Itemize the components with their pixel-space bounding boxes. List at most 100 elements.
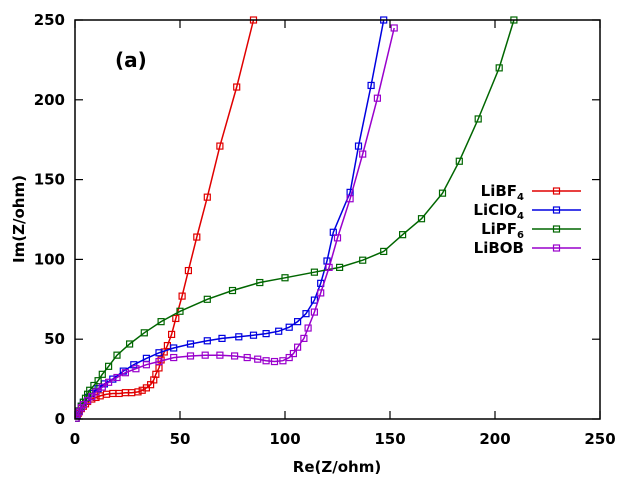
series-LiPF6: [75, 16, 518, 422]
data-point: [289, 349, 297, 358]
data-point: [373, 94, 381, 102]
legend-label: LiPF6: [481, 220, 524, 241]
data-point: [203, 193, 211, 201]
series-line: [75, 19, 385, 419]
data-point: [336, 263, 344, 271]
legend-marker: [552, 187, 561, 195]
data-point: [104, 362, 113, 370]
data-point: [75, 408, 83, 416]
data-point: [113, 351, 121, 359]
data-point: [359, 150, 367, 158]
data-point: [300, 334, 308, 343]
data-point: [170, 353, 178, 362]
legend-label: LiBOB: [474, 239, 524, 257]
data-point: [317, 289, 325, 297]
data-point: [399, 231, 407, 239]
series-layer: [75, 16, 518, 422]
data-point: [178, 292, 186, 300]
y-tick-label: 200: [34, 91, 65, 109]
data-point: [125, 340, 134, 348]
data-point: [256, 278, 264, 287]
data-point: [83, 397, 92, 405]
x-tick-label: 250: [584, 430, 615, 448]
data-point: [203, 337, 211, 345]
tick-layer: 0 50 100 150 200 250 0 50 100 150 200 250: [34, 11, 616, 448]
data-point: [203, 295, 211, 303]
y-axis-title: Im(Z/ohm): [10, 175, 28, 263]
y-tick-label: 0: [55, 410, 65, 428]
legend-marker: [552, 244, 561, 252]
data-point: [186, 352, 195, 360]
data-point: [218, 334, 226, 343]
y-tick-label: 250: [34, 11, 65, 29]
data-point: [262, 330, 270, 338]
data-point: [134, 388, 142, 396]
data-point: [172, 314, 180, 323]
data-point: [495, 64, 503, 72]
data-point: [228, 286, 237, 295]
data-point: [176, 307, 184, 315]
data-point: [417, 215, 426, 223]
data-point: [216, 142, 224, 150]
legend-entry: LiClO4: [473, 201, 581, 222]
data-point: [157, 318, 165, 326]
data-point: [216, 351, 224, 359]
data-point: [243, 353, 251, 362]
data-point: [302, 310, 310, 318]
data-point: [193, 233, 201, 241]
data-point: [231, 352, 239, 360]
data-point: [380, 247, 388, 256]
data-point: [138, 386, 146, 394]
data-point: [140, 329, 148, 337]
x-tick-label: 100: [269, 430, 300, 448]
data-point: [235, 333, 243, 341]
data-point: [367, 81, 375, 90]
data-point: [130, 361, 138, 369]
data-point: [98, 370, 106, 378]
data-point: [285, 353, 293, 362]
data-point: [113, 373, 121, 382]
series-LiClO4: [75, 16, 388, 422]
x-tick-label: 150: [374, 430, 405, 448]
data-point: [275, 327, 283, 335]
data-point: [168, 330, 176, 339]
data-point: [294, 318, 302, 326]
data-point: [390, 24, 398, 32]
legend-marker: [552, 206, 561, 214]
data-point: [249, 331, 258, 339]
plot-frame: [74, 19, 601, 420]
legend-entry: LiBOB: [474, 239, 581, 257]
data-point: [94, 377, 102, 385]
data-point: [325, 263, 333, 271]
data-point: [304, 324, 312, 332]
data-point: [333, 234, 342, 242]
data-point: [79, 401, 88, 409]
panel-annotation: (a): [115, 48, 147, 72]
data-point: [132, 365, 140, 373]
data-point: [104, 378, 113, 386]
legend-label: LiBF4: [481, 182, 524, 203]
data-point: [142, 361, 150, 369]
data-point: [186, 340, 195, 348]
data-point: [121, 369, 130, 377]
data-point: [254, 355, 262, 363]
legend-marker: [552, 225, 561, 233]
y-tick-label: 150: [34, 171, 65, 189]
legend-entry: LiBF4: [481, 182, 581, 203]
data-point: [310, 308, 318, 316]
data-point: [354, 142, 363, 150]
data-point: [88, 393, 96, 401]
data-point: [310, 268, 318, 276]
y-tick-label: 50: [44, 330, 65, 348]
data-point: [329, 228, 337, 236]
x-tick-label: 0: [70, 430, 80, 448]
data-point: [474, 115, 482, 123]
data-point: [270, 357, 279, 366]
data-point: [155, 349, 163, 357]
legend-entry: LiPF6: [481, 220, 581, 241]
x-tick-label: 50: [170, 430, 191, 448]
y-tick-label: 100: [34, 250, 65, 268]
data-point: [184, 266, 192, 275]
